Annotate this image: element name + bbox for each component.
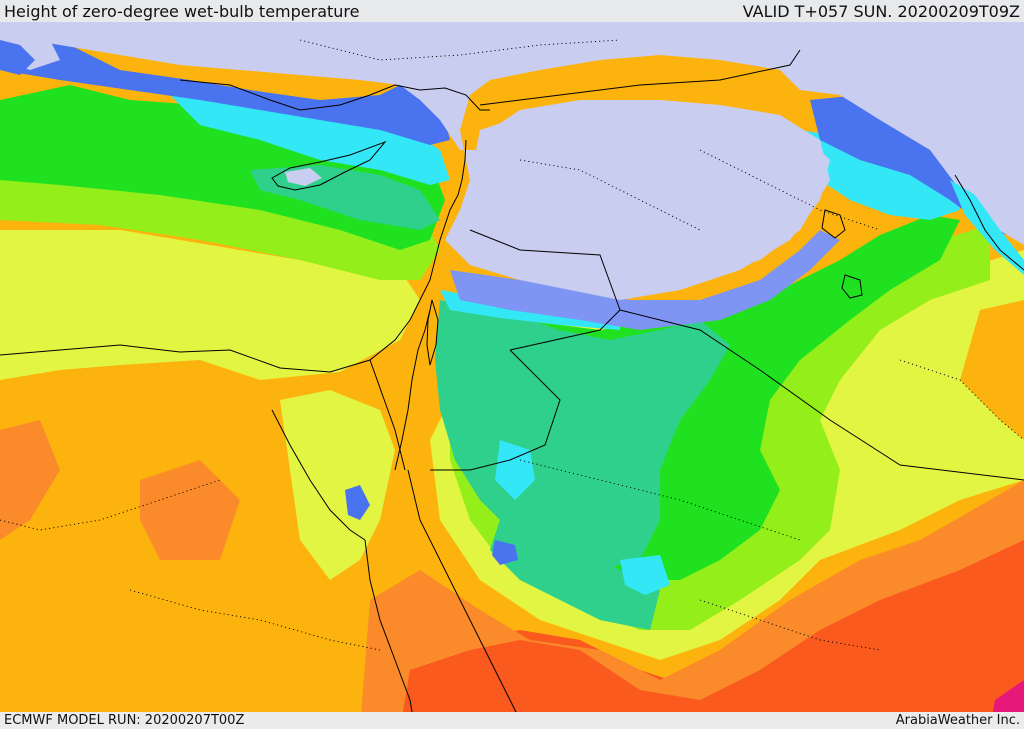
- border-syria-turkey: [479, 49, 801, 106]
- border-syria-internal-dotted: [519, 159, 701, 231]
- credit-label: ArabiaWeather Inc.: [895, 713, 1020, 728]
- light-blue-zone-levant: [450, 230, 840, 330]
- coastline-gulf-of-aqaba: [394, 309, 431, 471]
- coastline-red-sea-west: [364, 539, 416, 729]
- dark-orange-zone-central: [140, 460, 240, 560]
- yellow-zone: [0, 230, 420, 380]
- border-iraq-saudi: [619, 309, 1024, 481]
- blue-spot-sinai: [345, 485, 370, 520]
- blue-spot-saudi: [492, 540, 518, 565]
- blue-aegean: [0, 40, 35, 75]
- coastline-anatolia: [179, 79, 490, 111]
- border-syria-iraq: [469, 229, 621, 311]
- valid-time-label: VALID T+057 SUN. 20200209T09Z: [742, 2, 1020, 21]
- coastline-lake-tharthar: [821, 209, 846, 239]
- dark-orange-zone-west: [0, 420, 60, 540]
- border-iraq-jordan: [509, 309, 621, 351]
- model-run-label: ECMWF MODEL RUN: 20200207T00Z: [4, 713, 245, 728]
- yellow-zone-sinai: [280, 390, 395, 580]
- coastline-egypt-med: [0, 139, 467, 373]
- red-zone-south: [390, 530, 1024, 729]
- border-egypt-israel: [369, 359, 406, 471]
- cyan-zone-iraq: [800, 130, 960, 220]
- dark-orange-zone-south: [360, 480, 1024, 729]
- border-jordan-saudi: [430, 349, 561, 471]
- cyan-zone-north: [170, 95, 450, 185]
- teal-zone: [435, 300, 730, 570]
- header-bar: Height of zero-degree wet-bulb temperatu…: [0, 0, 1024, 22]
- coastline-dead-sea: [426, 299, 439, 366]
- coastline-persian-gulf: [954, 174, 1024, 271]
- blue-zone-anatolia-coast: [0, 30, 450, 145]
- border-sudan-dotted: [129, 589, 381, 651]
- lavender-levant-interior: [465, 100, 830, 290]
- footer-bar: ECMWF MODEL RUN: 20200207T00Z ArabiaWeat…: [0, 712, 1024, 729]
- coastline-gulf-of-suez: [271, 409, 366, 541]
- border-saudi-east-dotted: [899, 359, 1024, 441]
- coastline-cyprus: [271, 140, 387, 191]
- cyan-persian-gulf-edge: [950, 180, 1024, 275]
- teal-zone-south: [490, 520, 660, 630]
- border-turkey-internal-dotted: [299, 39, 621, 61]
- map-title: Height of zero-degree wet-bulb temperatu…: [4, 2, 360, 21]
- coastline-lake-razazza: [841, 274, 863, 299]
- coastline-red-sea-east: [407, 469, 521, 721]
- cyan-zone-jordan: [495, 440, 535, 500]
- lavender-cyprus: [285, 168, 322, 186]
- border-saudi-internal-dotted: [519, 459, 801, 541]
- cyan-zone-saudi: [620, 555, 670, 595]
